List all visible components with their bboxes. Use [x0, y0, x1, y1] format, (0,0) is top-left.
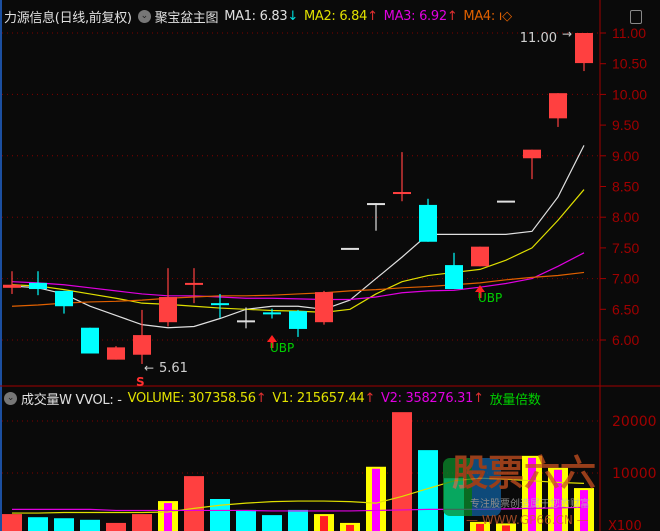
volume-header: ⌄ 成交量W VVOL: - VOLUME: 307358.56↑ V1: 21… [4, 388, 547, 408]
volume-bar-core [346, 524, 354, 531]
volume-bar-core [372, 468, 380, 531]
v2-value: V2: 358276.31↑ [381, 390, 484, 406]
volume-bar-core [554, 469, 562, 531]
candle-body [315, 292, 333, 323]
y-tick-label: 20000 [612, 414, 657, 430]
y-tick-label: 8.50 [612, 179, 639, 195]
volume-bar [262, 515, 282, 531]
ma-line-ma1 [11, 145, 585, 329]
volume-bar [418, 450, 438, 531]
candle-body [289, 311, 307, 329]
ma3-value: MA3: 6.92↑ [383, 8, 458, 24]
arrow-up-icon: ↑ [364, 390, 376, 406]
candle-body [445, 265, 463, 290]
ubp-signal-label: UBP [270, 341, 294, 355]
y-tick-label: 6.50 [612, 301, 639, 317]
volume-bar-core [320, 516, 328, 531]
y-tick-label: 9.00 [612, 148, 639, 164]
volume-bar-core [580, 490, 588, 531]
ma1-value: MA1: 6.83↓ [224, 8, 298, 24]
arrow-up-icon: ↑ [473, 390, 484, 406]
y-tick-label: 9.50 [612, 117, 639, 133]
candle-body [211, 303, 229, 306]
candle-body [237, 320, 255, 323]
volume-bar [210, 499, 230, 531]
candle-body [107, 347, 125, 360]
volume-bar [444, 478, 464, 531]
ma2-value: MA2: 6.84↑ [303, 8, 378, 24]
y-tick-label: 8.00 [612, 209, 639, 225]
y-tick-label: 7.50 [612, 240, 639, 256]
candle-body [367, 203, 385, 206]
panel-toggle-icon[interactable] [630, 10, 642, 24]
y-tick-label: 10.50 [612, 56, 647, 72]
candle-body [29, 282, 47, 290]
volume-value: VOLUME: 307358.56↑ [127, 390, 267, 406]
indicator-name[interactable]: 聚宝盆主图 [154, 10, 219, 26]
high-price-label: 11.00 [520, 31, 557, 46]
sell-signal-icon: S [136, 375, 145, 389]
volume-bar-core [476, 523, 484, 531]
candle-body [3, 284, 21, 288]
candle-body [341, 247, 359, 250]
volume-bar [288, 509, 308, 531]
volume-unit-label: X100 [608, 519, 642, 531]
candle-body [393, 192, 411, 195]
volume-bar [184, 476, 204, 531]
volume-ma-v2 [12, 506, 585, 512]
volume-bar-core [528, 457, 536, 531]
arrow-up-icon: ↑ [367, 8, 378, 24]
volume-bar [80, 519, 100, 531]
y-tick-label: 10.00 [612, 86, 647, 102]
volume-bar [106, 522, 126, 531]
y-tick-label: 7.00 [612, 271, 639, 287]
candle-body [263, 312, 281, 315]
volume-bar-core [164, 503, 172, 531]
ma-line-ma4 [11, 271, 585, 307]
arrow-up-icon: ↑ [255, 390, 267, 406]
v1-value: V1: 215657.44↑ [272, 390, 376, 406]
ubp-signal-label: UBP [478, 291, 502, 305]
chevron-down-icon[interactable]: ⌄ [4, 391, 17, 405]
candle-body [55, 290, 73, 307]
candle-body [575, 33, 593, 64]
arrow-down-icon: ↓ [287, 8, 298, 24]
low-price-label: 5.61 [159, 361, 188, 376]
window-edge [0, 0, 2, 531]
volume-bar [236, 509, 256, 531]
volume-indicator-name[interactable]: 成交量W VVOL: - [21, 392, 122, 408]
main-header: 力源信息(日线,前复权) ⌄ 聚宝盆主图 MA1: 6.83↓ MA2: 6.8… [4, 6, 518, 26]
stock-title: 力源信息(日线,前复权) [4, 10, 132, 26]
volume-bar-core [502, 525, 510, 531]
y-tick-label: 10000 [612, 466, 657, 482]
volume-bar [28, 517, 48, 531]
buy-arrow-icon [475, 285, 485, 298]
volume-bar [132, 514, 152, 531]
ma-line-ma3 [11, 252, 585, 301]
volume-ratio-label: 放量倍数 [489, 392, 541, 408]
ma4-value: MA4: ı◇ [463, 8, 512, 24]
chevron-down-icon[interactable]: ⌄ [137, 9, 151, 23]
volume-bar [2, 514, 22, 531]
candle-body [549, 93, 567, 119]
buy-arrow-icon [267, 335, 277, 348]
candle-body [185, 282, 203, 285]
arrow-right-icon: → [562, 27, 572, 41]
candle-body [159, 297, 177, 323]
volume-ma-v1 [12, 477, 585, 514]
candle-body [471, 246, 489, 267]
candle-body [133, 335, 151, 355]
candle-body [419, 204, 437, 242]
arrow-left-icon: ← [144, 361, 154, 375]
arrow-up-icon: ↑ [446, 8, 458, 24]
candle-body [81, 327, 99, 354]
y-tick-label: 11.00 [612, 25, 646, 41]
candle-body [523, 149, 541, 159]
volume-bar [54, 518, 74, 531]
y-tick-label: 6.00 [612, 332, 639, 348]
candle-body [497, 200, 515, 203]
volume-bar [392, 412, 412, 531]
